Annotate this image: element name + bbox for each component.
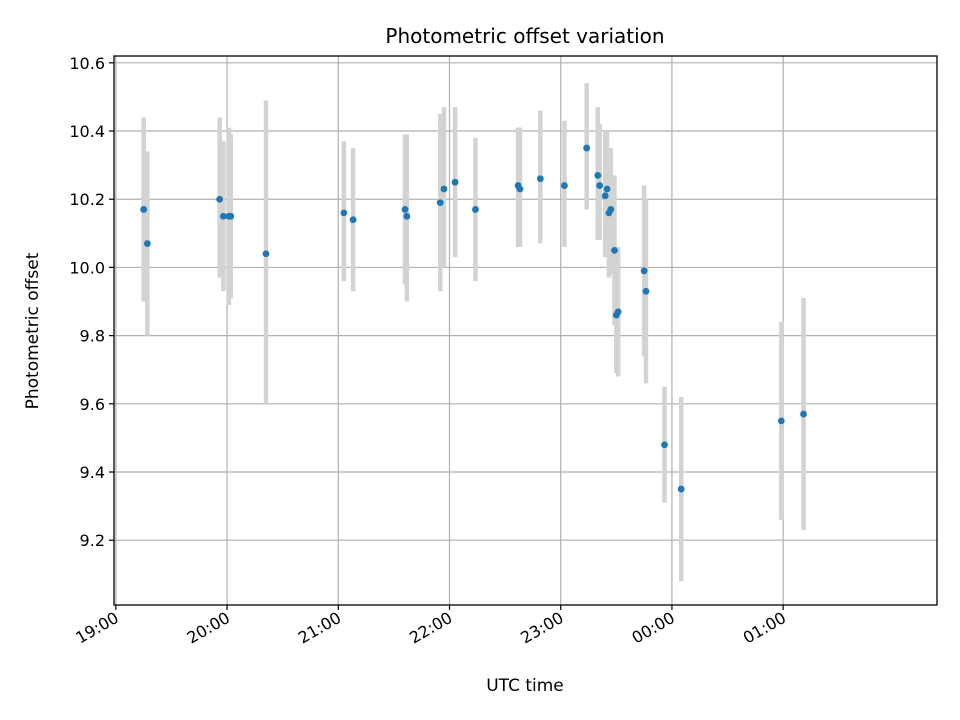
data-point xyxy=(216,195,224,203)
data-point xyxy=(262,250,270,258)
data-point xyxy=(440,185,448,193)
data-point xyxy=(403,212,411,220)
y-tick-label: 9.6 xyxy=(80,395,105,414)
data-point xyxy=(603,185,611,193)
data-point xyxy=(642,287,650,295)
data-point xyxy=(227,212,235,220)
data-point xyxy=(516,185,524,193)
data-point xyxy=(614,308,622,316)
data-point xyxy=(640,267,648,275)
y-tick-label: 9.4 xyxy=(80,463,105,482)
y-tick-label: 9.2 xyxy=(80,531,105,550)
data-point xyxy=(677,485,685,493)
data-point xyxy=(472,206,479,213)
plot-frame xyxy=(113,55,938,606)
data-points xyxy=(140,144,807,493)
chart-title: Photometric offset variation xyxy=(385,24,664,48)
grid xyxy=(114,56,937,605)
data-point xyxy=(596,182,604,189)
data-point xyxy=(594,171,602,179)
data-point xyxy=(143,240,151,247)
data-point xyxy=(601,192,609,200)
data-point xyxy=(349,216,357,224)
data-point xyxy=(561,182,568,189)
y-tick-label: 10.6 xyxy=(69,54,105,73)
data-point xyxy=(436,199,444,207)
y-tick-label: 9.8 xyxy=(80,327,105,346)
y-tick-label: 10.4 xyxy=(69,122,105,141)
data-point xyxy=(340,209,348,217)
x-axis-label: UTC time xyxy=(486,676,564,696)
y-tick-label: 10.0 xyxy=(69,258,105,277)
data-point xyxy=(800,410,807,418)
data-point xyxy=(607,206,615,213)
y-axis-ticks: 9.2 9.4 9.6 9.8 10.0 10.2 10.4 10.6 xyxy=(69,54,114,550)
data-point xyxy=(219,212,227,220)
y-axis-label: Photometric offset xyxy=(23,252,43,409)
data-point xyxy=(401,206,409,213)
data-point xyxy=(451,178,459,186)
data-point xyxy=(140,206,148,213)
data-point xyxy=(583,144,591,152)
y-tick-label: 10.2 xyxy=(69,190,105,209)
data-point xyxy=(661,441,668,449)
data-point xyxy=(777,417,785,425)
data-point xyxy=(536,175,544,183)
data-point xyxy=(611,246,618,254)
